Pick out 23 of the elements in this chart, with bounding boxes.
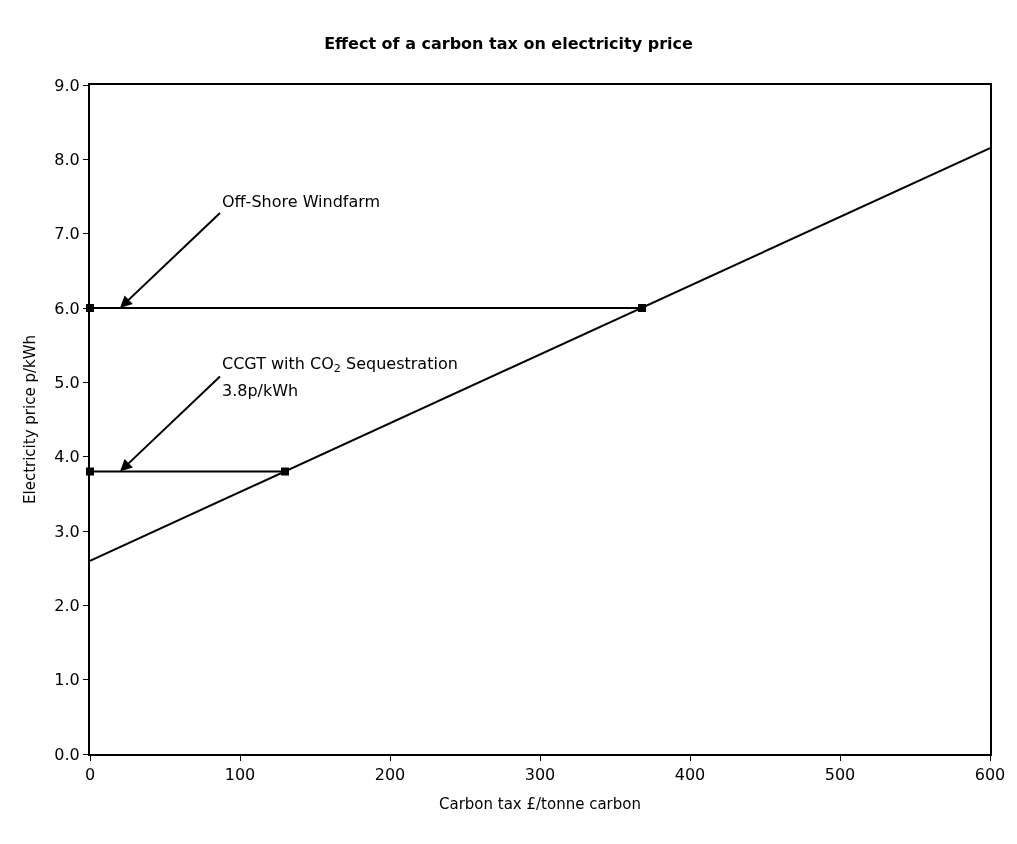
y-tick-label: 4.0 xyxy=(54,447,80,467)
y-axis-title: Electricity price p/kWh xyxy=(21,335,40,504)
y-tick-label: 1.0 xyxy=(54,670,80,690)
x-tick-label: 300 xyxy=(524,765,556,785)
y-tick-label: 7.0 xyxy=(54,224,80,244)
y-tick-label: 9.0 xyxy=(54,75,80,95)
x-tick-label: 200 xyxy=(374,765,406,785)
annotation: 3.8p/kWh xyxy=(222,381,299,400)
y-tick-label: 0.0 xyxy=(54,744,80,764)
chart-title: Effect of a carbon tax on electricity price xyxy=(324,34,693,54)
y-tick-label: 5.0 xyxy=(54,372,80,392)
x-tick-label: 0 xyxy=(84,765,96,785)
x-axis-title: Carbon tax £/tonne carbon xyxy=(438,794,642,813)
annotation: CCGT with CO$_{2}$ Sequestration xyxy=(222,354,458,376)
x-tick-label: 600 xyxy=(974,765,1006,785)
y-tick-label: 6.0 xyxy=(54,298,80,318)
y-tick-label: 8.0 xyxy=(54,149,80,169)
x-tick-label: 500 xyxy=(824,765,856,785)
annotation: Off-Shore Windfarm xyxy=(222,192,381,211)
x-tick-label: 400 xyxy=(674,765,706,785)
x-tick-label: 100 xyxy=(224,765,256,785)
y-tick-label: 2.0 xyxy=(54,595,80,615)
y-tick-label: 3.0 xyxy=(54,521,80,541)
